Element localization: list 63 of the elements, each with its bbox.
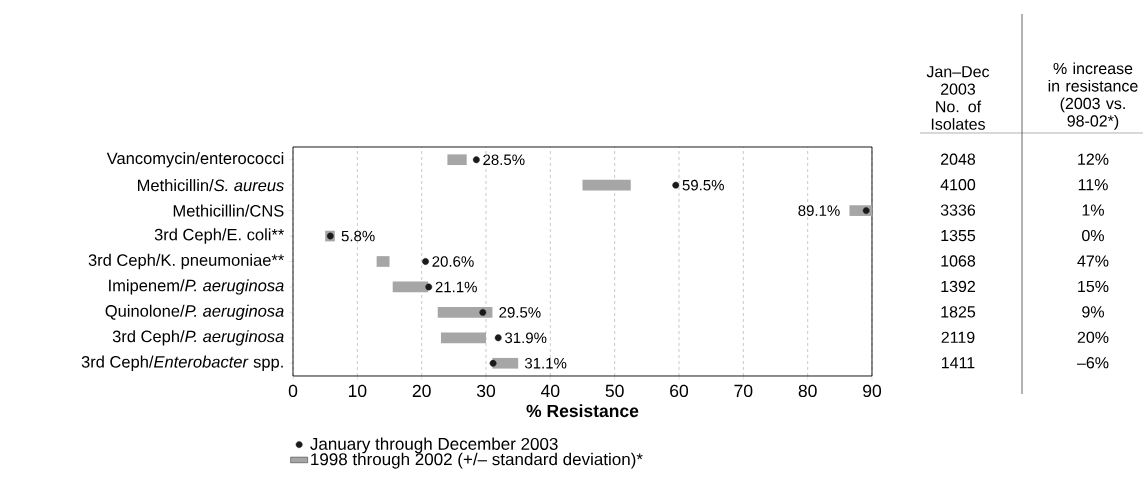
text: 47% (1077, 255, 1109, 267)
point (862, 207, 870, 214)
x-tick-label: 90 (863, 384, 882, 398)
x-tick-label: 0 (288, 384, 298, 398)
point (479, 308, 487, 316)
data-label: 28.5% (483, 154, 525, 166)
bar (440, 332, 486, 344)
x-tick-label: 10 (348, 384, 367, 398)
text: 15% (1078, 280, 1109, 293)
text: 2048 (940, 153, 976, 165)
x-tick-label: 30 (476, 384, 496, 398)
x-tick-label: 20 (412, 384, 431, 398)
point (672, 181, 680, 189)
bar (447, 154, 467, 166)
x-tick-label: 80 (798, 384, 817, 398)
data-label: 31.1% (524, 357, 567, 369)
text: 4100 (940, 179, 976, 191)
data-label: 20.6% (432, 256, 474, 267)
data-label: 21.1% (435, 281, 477, 293)
text: 20% (1077, 331, 1109, 343)
legend-label: 1998 through 2002 (+/– standard deviation)* (311, 452, 643, 469)
text: 1% (1082, 204, 1104, 216)
bar (582, 179, 631, 191)
text: 2119 (941, 331, 975, 343)
y-tick-label: 3rd Ceph/Enterobacter spp. (81, 355, 283, 371)
point (425, 283, 433, 291)
text: 1392 (941, 280, 975, 293)
point (494, 334, 502, 342)
point (422, 258, 429, 265)
x-tick-label: 50 (605, 384, 624, 398)
x-tick-label: 60 (670, 384, 689, 398)
bar (376, 256, 390, 267)
category-label: Jan–Dec 2003 No. of Isolates (926, 66, 990, 130)
x-axis-title: % Resistance (526, 404, 639, 418)
y-tick-label: 3rd Ceph/E. coli** (154, 228, 285, 244)
text: 12% (1078, 153, 1109, 165)
x-tick-label: 70 (734, 384, 753, 398)
y-tick-label: Methicillin/CNS (173, 204, 284, 217)
point (489, 359, 497, 367)
y-tick-label: Methicillin/S. aureus (138, 179, 284, 192)
y-tick-label: 3rd Ceph/K. pneumoniae** (88, 253, 284, 270)
text: 1068 (941, 255, 976, 267)
text: 1411 (942, 357, 975, 369)
y-tick-label: Imipenem/P. aeruginosa (109, 279, 284, 295)
point (472, 156, 480, 164)
text: 1355 (941, 229, 976, 242)
text: 11% (1078, 179, 1108, 191)
y-tick-label: Quinolone/P. aeruginosa (105, 304, 284, 321)
text: 9% (1082, 306, 1104, 318)
data-label: 31.9% (504, 332, 547, 344)
x-tick-label: 40 (541, 384, 560, 398)
bar (437, 307, 493, 318)
text: 3336 (940, 204, 976, 216)
text: 0% (1082, 229, 1104, 242)
category-label: % increase in resistance (2003 vs. 98-02*) (1048, 62, 1138, 130)
text: 1825 (941, 306, 976, 318)
text: –6% (1076, 357, 1109, 369)
data-label: 29.5% (499, 307, 541, 318)
data-label: 59.5% (682, 179, 724, 191)
y-tick-label: Vancomycin/enterococci (106, 152, 284, 168)
data-label: 5.8% (341, 230, 375, 242)
data-label: 89.1% (798, 205, 840, 216)
y-tick-label: 3rd Ceph/P. aeruginosa (112, 330, 284, 346)
